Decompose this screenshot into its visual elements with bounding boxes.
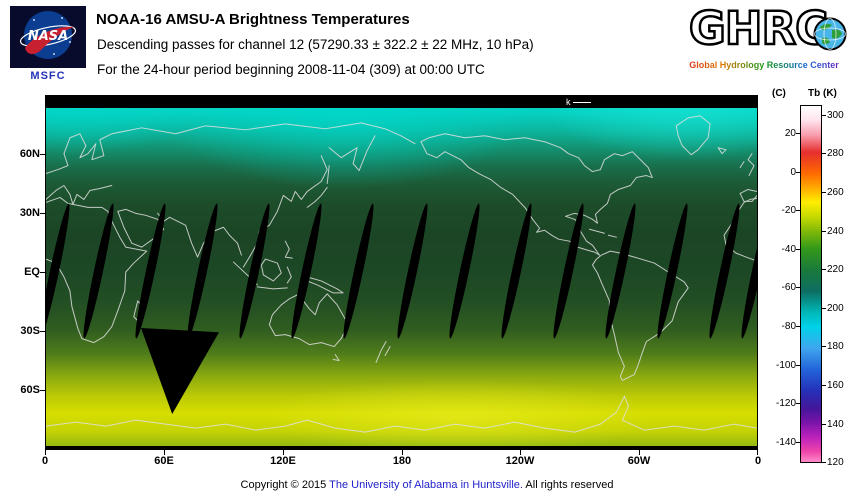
lat-tick xyxy=(40,213,45,214)
nasa-wordmark: NASA xyxy=(28,29,68,44)
marker-label: k xyxy=(566,97,571,107)
channel-line: Descending passes for channel 12 (57290.… xyxy=(97,37,534,52)
colorbar-tick xyxy=(822,385,826,386)
colorbar-tick xyxy=(822,308,826,309)
colorbar-tick xyxy=(796,172,800,173)
lat-tick xyxy=(40,154,45,155)
colorbar-tick xyxy=(796,365,800,366)
colorbar-kelvin-tick-label: 220 xyxy=(827,264,844,275)
lat-tick xyxy=(40,272,45,273)
colorbar-tick xyxy=(796,442,800,443)
colorbar-tick xyxy=(822,231,826,232)
colorbar-tick xyxy=(796,249,800,250)
ghrc-subtitle: Global Hydrology Resource Center xyxy=(678,60,850,70)
lon-tick xyxy=(283,450,284,455)
colorbar-tick xyxy=(796,326,800,327)
lon-label: 120W xyxy=(505,455,535,467)
lon-label: 120E xyxy=(270,455,296,467)
colorbar-celsius-tick-label: -20 xyxy=(781,205,796,216)
colorbar-kelvin-tick-label: 120 xyxy=(827,457,844,468)
colorbar-kelvin-tick-label: 300 xyxy=(827,110,844,121)
lon-label: 180 xyxy=(392,455,412,467)
period-line: For the 24-hour period beginning 2008-11… xyxy=(97,62,485,77)
no-data-band-top xyxy=(46,96,757,108)
no-data-band-bottom xyxy=(46,446,757,449)
colorbar-tick xyxy=(796,133,800,134)
copyright-organization: The University of Alabama in Huntsville. xyxy=(329,479,523,491)
lon-tick xyxy=(45,450,46,455)
colorbar-tick xyxy=(822,346,826,347)
lon-tick xyxy=(164,450,165,455)
colorbar-tick xyxy=(822,115,826,116)
colorbar-tick xyxy=(822,462,826,463)
lon-label: 0 xyxy=(41,455,49,467)
lon-tick xyxy=(757,450,758,455)
globe-icon xyxy=(813,17,847,51)
colorbar-tick xyxy=(822,269,826,270)
colorbar-tick xyxy=(796,287,800,288)
lon-label: 0 xyxy=(754,455,762,467)
ghrc-wordmark: GHRC xyxy=(688,1,830,57)
copyright-line: Copyright © 2015 The University of Alaba… xyxy=(0,479,854,491)
lon-tick xyxy=(520,450,521,455)
colorbar-tick xyxy=(822,424,826,425)
lon-tick xyxy=(402,450,403,455)
nasa-logo-block: NASA MSFC xyxy=(10,6,86,82)
colorbar-kelvin-tick-label: 200 xyxy=(827,303,844,314)
map-canvas: k xyxy=(45,95,758,450)
colorbar-celsius-tick-label: -120 xyxy=(775,398,796,409)
colorbar-tick xyxy=(822,192,826,193)
colorbar-tick xyxy=(796,210,800,211)
lat-tick xyxy=(40,331,45,332)
ghrc-logo: GHRC Global Hydrology Resource Center xyxy=(678,1,850,82)
colorbar-kelvin-tick-label: 140 xyxy=(827,419,844,430)
lat-label: 30N xyxy=(19,207,40,219)
colorbar-celsius-tick-label: -40 xyxy=(781,244,796,255)
lat-tick xyxy=(40,390,45,391)
colorbar-tick xyxy=(796,403,800,404)
page-title: NOAA-16 AMSU-A Brightness Temperatures xyxy=(96,11,410,28)
lon-label: 60W xyxy=(627,455,651,467)
colorbar-kelvin-tick-label: 240 xyxy=(827,226,844,237)
nasa-insignia-icon: NASA xyxy=(10,6,86,68)
colorbar-kelvin-tick-label: 260 xyxy=(827,187,844,198)
colorbar-kelvin-tick-label: 180 xyxy=(827,341,844,352)
colorbar-celsius-tick-label: -140 xyxy=(775,437,796,448)
colorbar-celsius-tick-label: -80 xyxy=(781,321,796,332)
lat-label: EQ xyxy=(24,266,40,278)
copyright-suffix: All rights reserved xyxy=(522,479,614,491)
colorbar xyxy=(800,105,822,463)
colorbar-celsius-title: (C) xyxy=(772,88,786,99)
colorbar-celsius-tick-label: -100 xyxy=(775,360,796,371)
swath-start-marker: k xyxy=(566,97,591,107)
colorbar-tick xyxy=(822,153,826,154)
lat-label: 60S xyxy=(20,384,40,396)
lat-label: 30S xyxy=(20,325,40,337)
colorbar-kelvin-tick-label: 280 xyxy=(827,148,844,159)
colorbar-celsius-tick-label: -60 xyxy=(781,282,796,293)
lon-tick xyxy=(639,450,640,455)
colorbar-kelvin-tick-label: 160 xyxy=(827,380,844,391)
lat-label: 60N xyxy=(19,148,40,160)
marker-line xyxy=(572,102,591,104)
msfc-label: MSFC xyxy=(30,70,66,82)
colorbar-kelvin-title: Tb (K) xyxy=(808,88,837,99)
colorbar-celsius-tick-label: 20 xyxy=(784,128,796,139)
colorbar-celsius-tick-label: 0 xyxy=(790,167,796,178)
copyright-prefix: Copyright © 2015 xyxy=(240,479,330,491)
lon-label: 60E xyxy=(154,455,174,467)
